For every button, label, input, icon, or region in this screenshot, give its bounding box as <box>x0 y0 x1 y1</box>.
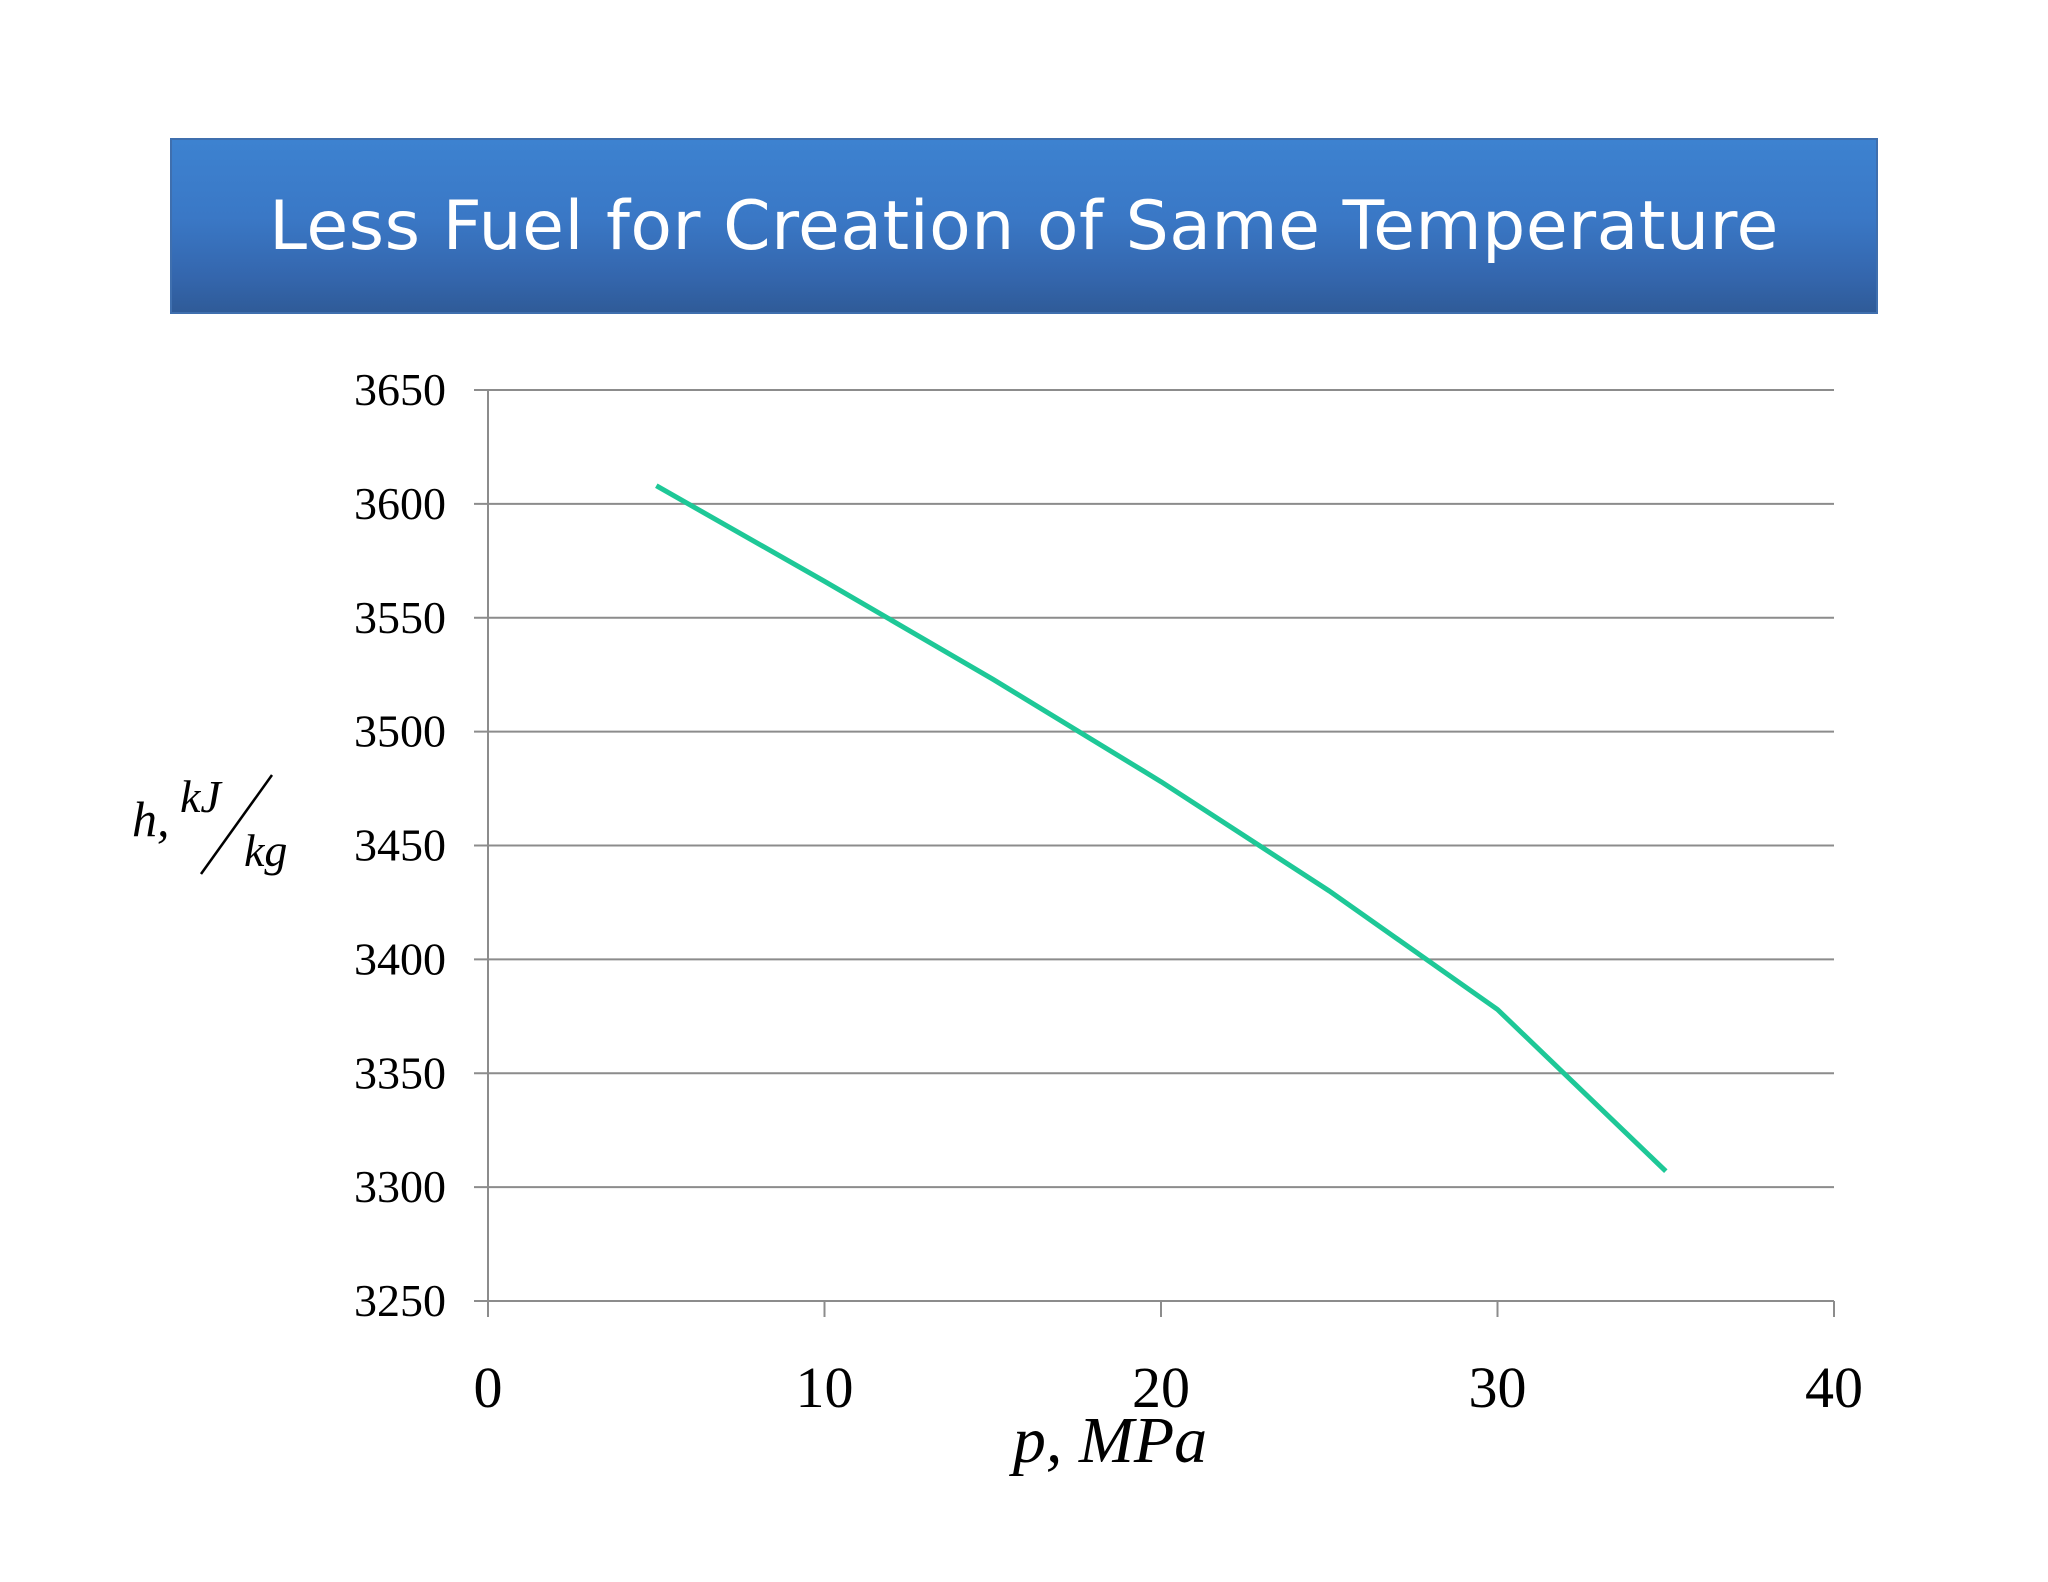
x-tick-label-30: 30 <box>1469 1355 1527 1420</box>
y-tick-label-3400: 3400 <box>354 933 446 984</box>
axes <box>487 390 1835 1317</box>
y-axis-label-denominator: kg <box>244 825 287 876</box>
y-tick-label-3250: 3250 <box>354 1275 446 1326</box>
x-tick-label-10: 10 <box>796 1355 854 1420</box>
x-tick-label-20: 20 <box>1132 1355 1190 1420</box>
y-tick-label-3650: 3650 <box>354 364 446 415</box>
y-axis-label-fraction-bar <box>199 774 274 875</box>
slide-title-bar: Less Fuel for Creation of Same Temperatu… <box>170 138 1878 314</box>
y-tick-label-3350: 3350 <box>354 1047 446 1098</box>
y-tick-label-3600: 3600 <box>354 478 446 529</box>
x-tick-label-40: 40 <box>1805 1355 1863 1420</box>
y-tick-label-3500: 3500 <box>354 706 446 757</box>
y-axis-label: h, kJ kg <box>132 771 287 876</box>
y-axis-label-symbol: h, <box>132 791 170 847</box>
x-tick-labels: 0 10 20 30 40 <box>474 1355 1864 1420</box>
gridlines <box>474 389 1834 1302</box>
y-tick-label-3550: 3550 <box>354 592 446 643</box>
series <box>655 483 1668 1174</box>
y-tick-label-3300: 3300 <box>354 1161 446 1212</box>
y-tick-label-3450: 3450 <box>354 820 446 871</box>
y-tick-labels: 3250 3300 3350 3400 3450 3500 3550 3600 3650 <box>354 364 446 1326</box>
slide-title: Less Fuel for Creation of Same Temperatu… <box>269 186 1779 266</box>
y-axis-label-numerator: kJ <box>180 771 223 822</box>
x-tick-label-0: 0 <box>474 1355 503 1420</box>
series-line-0 <box>655 483 1668 1174</box>
x-axis-label: p, MPa <box>1009 1404 1207 1477</box>
